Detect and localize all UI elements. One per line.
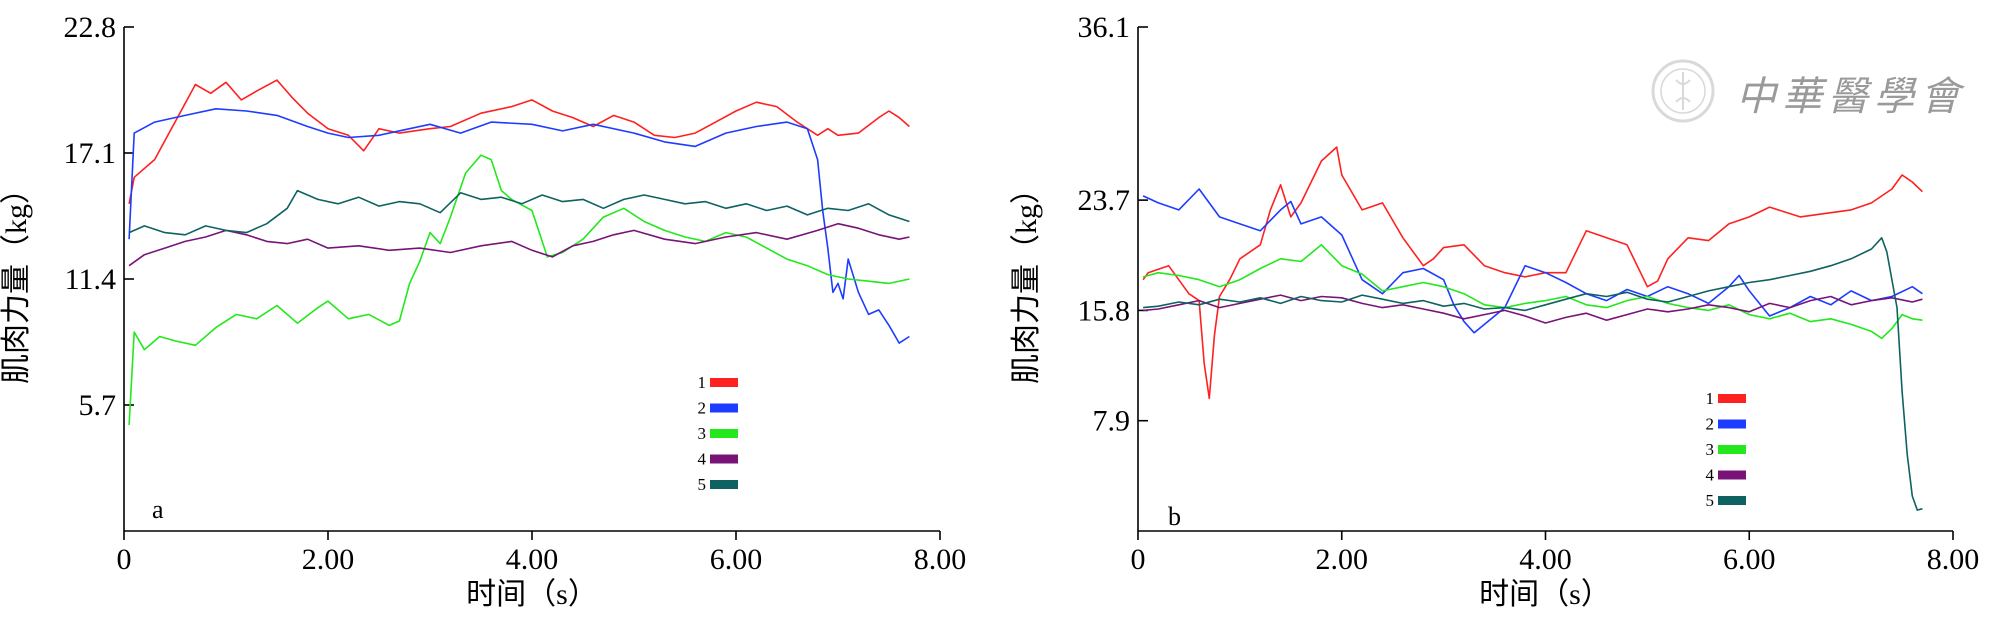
society-seal-icon	[1651, 59, 1715, 123]
watermark-text: 中華醫學會	[1736, 74, 1966, 120]
x-tick-label: 8.00	[914, 543, 967, 576]
legend-label: 2	[1706, 415, 1715, 434]
legend-swatch-1	[1718, 394, 1746, 403]
y-tick-label: 7.9	[1093, 405, 1131, 438]
y-tick-label: 5.7	[79, 389, 117, 422]
legend-swatch-3	[1718, 445, 1746, 454]
y-axis-label: 肌肉力量（kg）	[1010, 174, 1043, 384]
chart-panel-a: 5.7 11.4 17.1 22.8 0 2.00 4.00 6.00 8.00 时间（s） 肌肉力…	[0, 11, 966, 611]
legend-swatch-3	[710, 429, 738, 438]
legend-swatch-2	[1718, 419, 1746, 429]
chart-panel-b: 7.9 15.8 23.7 36.1 0 2.00 4.00 6.00 8.00 时间（s） 肌肉力…	[1010, 11, 1979, 611]
legend-label: 2	[698, 399, 707, 418]
y-tick-label: 22.8	[64, 11, 117, 44]
x-tick-label: 6.00	[710, 543, 763, 576]
legend-swatch-5	[1718, 496, 1746, 505]
legend-label: 4	[698, 450, 707, 469]
legend-label: 5	[698, 475, 707, 494]
legend-swatch-5	[710, 480, 738, 489]
series-line-1	[1142, 146, 1923, 400]
legend-label: 4	[1706, 466, 1715, 485]
x-tick-label: 4.00	[506, 543, 559, 576]
x-tick-label: 4.00	[1519, 543, 1572, 576]
series-line-2	[1142, 188, 1923, 334]
series-line-5	[1143, 237, 1923, 511]
x-axis-label: 时间（s）	[1479, 578, 1611, 611]
x-tick-label: 8.00	[1927, 543, 1980, 576]
y-tick-label: 11.4	[65, 263, 116, 296]
legend-label: 5	[1706, 491, 1715, 510]
x-axis-label: 时间（s）	[466, 578, 598, 611]
panel-label: a	[152, 495, 164, 524]
legend-swatch-2	[710, 403, 738, 413]
series-line-4	[128, 222, 910, 267]
legend-label: 1	[698, 373, 707, 392]
y-axis-label: 肌肉力量（kg）	[0, 174, 33, 384]
series-line-1	[128, 79, 910, 204]
legend-swatch-4	[710, 454, 738, 464]
y-tick-label: 15.8	[1078, 294, 1131, 327]
x-tick-label: 0	[117, 543, 132, 576]
series-line-3	[128, 154, 910, 425]
x-tick-label: 6.00	[1723, 543, 1776, 576]
series-line-2	[128, 108, 910, 344]
legend-swatch-4	[1718, 470, 1746, 480]
series-line-5	[128, 189, 910, 236]
y-tick-label: 23.7	[1078, 184, 1131, 217]
legend-label: 3	[698, 424, 707, 443]
y-tick-label: 17.1	[64, 137, 117, 170]
legend-swatch-1	[710, 378, 738, 387]
x-tick-label: 2.00	[302, 543, 355, 576]
series-line-3	[1142, 244, 1923, 340]
legend-label: 1	[1706, 389, 1715, 408]
panel-label: b	[1168, 502, 1181, 531]
y-tick-label: 36.1	[1078, 11, 1131, 44]
x-tick-label: 2.00	[1316, 543, 1369, 576]
x-tick-label: 0	[1131, 543, 1146, 576]
legend-label: 3	[1706, 440, 1715, 459]
series-line-4	[1143, 294, 1923, 324]
